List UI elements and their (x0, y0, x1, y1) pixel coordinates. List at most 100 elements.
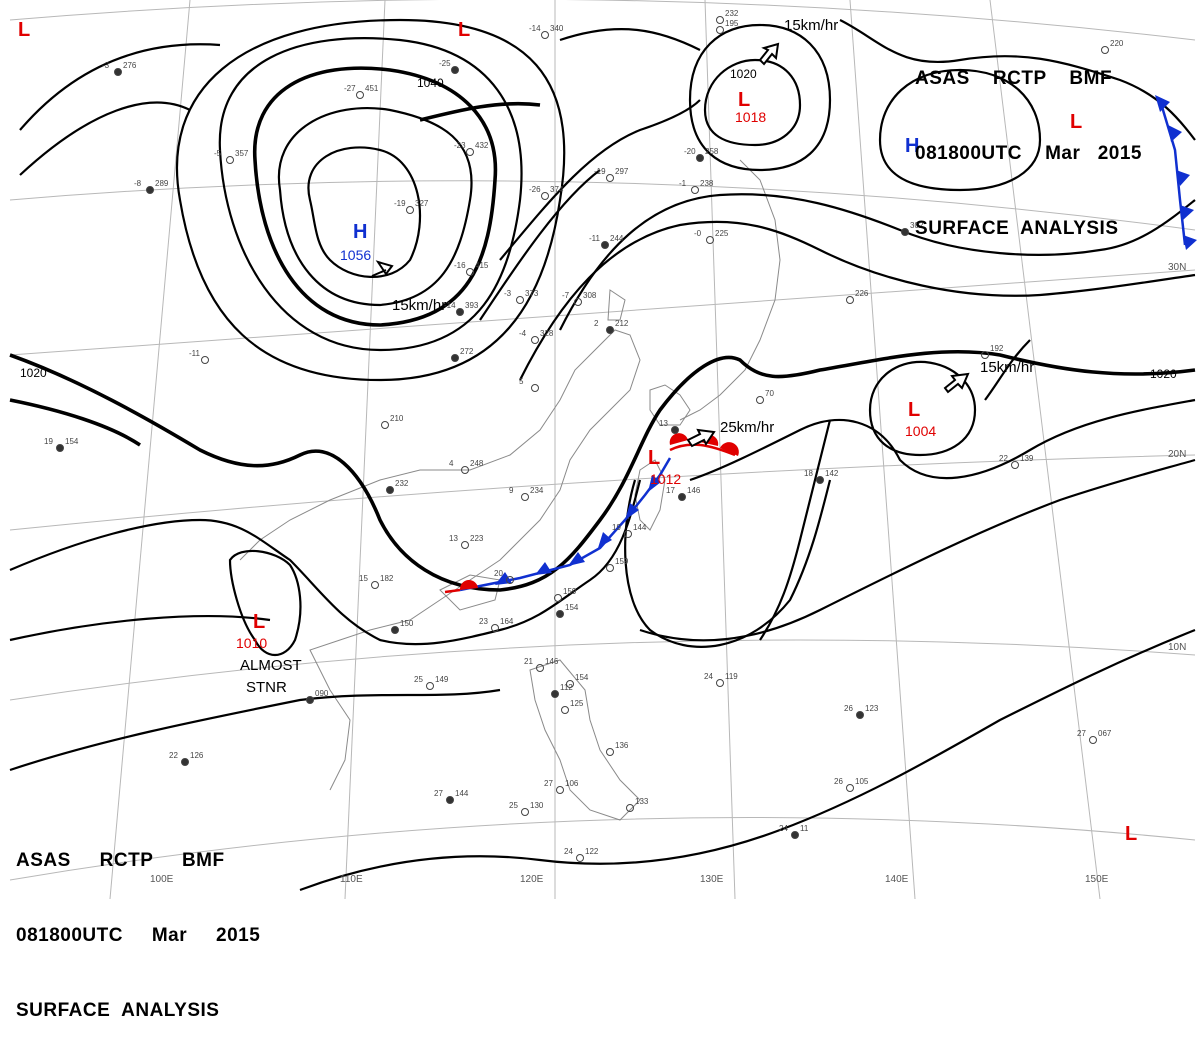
station-temperature: -7 (562, 291, 570, 300)
station-marker (606, 174, 614, 182)
station-marker (981, 351, 989, 359)
low-center-symbol: L (738, 89, 750, 111)
station-marker (516, 296, 524, 304)
station-marker (716, 26, 724, 34)
station-marker (371, 581, 379, 589)
cold-front-barb (1180, 205, 1194, 220)
station-pressure: 144 (633, 523, 647, 532)
station-pressure: 232 (725, 9, 739, 18)
longitude-label: 130E (700, 874, 724, 885)
station-pressure: 105 (855, 777, 869, 786)
station-plot: 136 (606, 741, 629, 756)
station-plot: 226 (846, 289, 869, 304)
station-temperature: -14 (529, 24, 541, 33)
low-center-value: 1018 (735, 109, 766, 125)
station-temperature: -14 (444, 301, 456, 310)
station-marker (678, 493, 686, 501)
warm-front-bump (669, 433, 688, 445)
station-temperature: -3 (504, 289, 512, 298)
station-pressure: 374 (550, 185, 564, 194)
station-marker (696, 154, 704, 162)
station-plot: 195 (716, 19, 739, 34)
station-marker (306, 696, 314, 704)
station-plot: -16 415 (454, 261, 489, 276)
station-temperature: 26 (844, 704, 853, 713)
station-plot: 9 234 (509, 486, 544, 501)
station-temperature: 25 (414, 675, 423, 684)
station-plot: 13 (659, 419, 679, 434)
station-plot: 24 122 (564, 847, 599, 862)
movement-label: 15km/hr (392, 297, 446, 314)
movement-label: 15km/hr (784, 17, 838, 34)
header-station-line: ASAS RCTP BMF (16, 850, 225, 871)
station-pressure: 133 (635, 797, 649, 806)
station-pressure: 223 (470, 534, 484, 543)
station-marker (566, 680, 574, 688)
station-temperature: 27 (544, 779, 553, 788)
station-pressure: 146 (687, 486, 701, 495)
station-marker (561, 706, 569, 714)
station-temperature: -1 (679, 179, 687, 188)
station-temperature: 18 (804, 469, 813, 478)
cold-front-barb (568, 552, 585, 566)
station-plot: 302 (901, 221, 924, 236)
station-marker (461, 466, 469, 474)
station-pressure: 225 (715, 229, 729, 238)
station-marker (846, 784, 854, 792)
station-temperature: 19 (612, 523, 621, 532)
station-temperature: 26 (834, 777, 843, 786)
station-temperature: -11 (189, 349, 201, 358)
station-temperature: 22 (169, 751, 178, 760)
station-plot: 18 142 (804, 469, 839, 484)
cold-front-barb (1155, 95, 1170, 112)
station-plot: -3 276 (102, 61, 137, 76)
station-temperature: -23 (454, 141, 466, 150)
station-temperature: -3 (102, 61, 110, 70)
station-marker (386, 486, 394, 494)
station-marker (716, 679, 724, 687)
latitude-label: 20N (1168, 449, 1186, 460)
station-plot: 27 106 (544, 779, 579, 794)
station-plot: 23 164 (479, 617, 514, 632)
graticule-labels: 100E 110E 120E 130E 140E 150E 30N 20N 10… (150, 262, 1186, 885)
station-pressure: 297 (615, 167, 629, 176)
station-pressure: 234 (530, 486, 544, 495)
station-pressure: 164 (500, 617, 514, 626)
station-marker (791, 831, 799, 839)
station-plot: 272 (451, 347, 474, 362)
station-plot: 090 (306, 689, 329, 704)
station-marker (1089, 736, 1097, 744)
arrow-icon (686, 428, 716, 448)
station-pressure: 451 (365, 84, 379, 93)
header-station-line: ASAS RCTP BMF (915, 68, 1113, 89)
longitude-label: 140E (885, 874, 909, 885)
station-plot: 70 (756, 389, 774, 404)
station-temperature: 24 (704, 672, 713, 681)
station-marker (466, 148, 474, 156)
station-marker (356, 91, 364, 99)
station-marker (456, 308, 464, 316)
station-plot: 25 130 (509, 801, 544, 816)
station-marker (606, 748, 614, 756)
station-marker (1101, 46, 1109, 54)
isobar-label: 1040 (417, 76, 444, 90)
stationary-note-line: STNR (246, 679, 287, 696)
station-temperature: 20 (494, 569, 503, 578)
low-center-symbol: L (1070, 111, 1082, 133)
station-marker (56, 444, 64, 452)
low-center-symbol: L (458, 19, 470, 41)
station-marker (601, 241, 609, 249)
station-marker (451, 66, 459, 74)
station-plot: -7 308 (562, 291, 597, 306)
cold-front-barb (625, 503, 639, 520)
station-plot: 21 146 (524, 657, 559, 672)
station-plot: 159 (606, 557, 629, 572)
station-marker (756, 396, 764, 404)
station-pressure: 244 (610, 234, 624, 243)
station-marker (556, 786, 564, 794)
station-marker (181, 758, 189, 766)
station-temperature: 23 (479, 617, 488, 626)
station-pressure: 357 (235, 149, 249, 158)
station-temperature: -27 (344, 84, 356, 93)
station-pressure: 146 (545, 657, 559, 666)
